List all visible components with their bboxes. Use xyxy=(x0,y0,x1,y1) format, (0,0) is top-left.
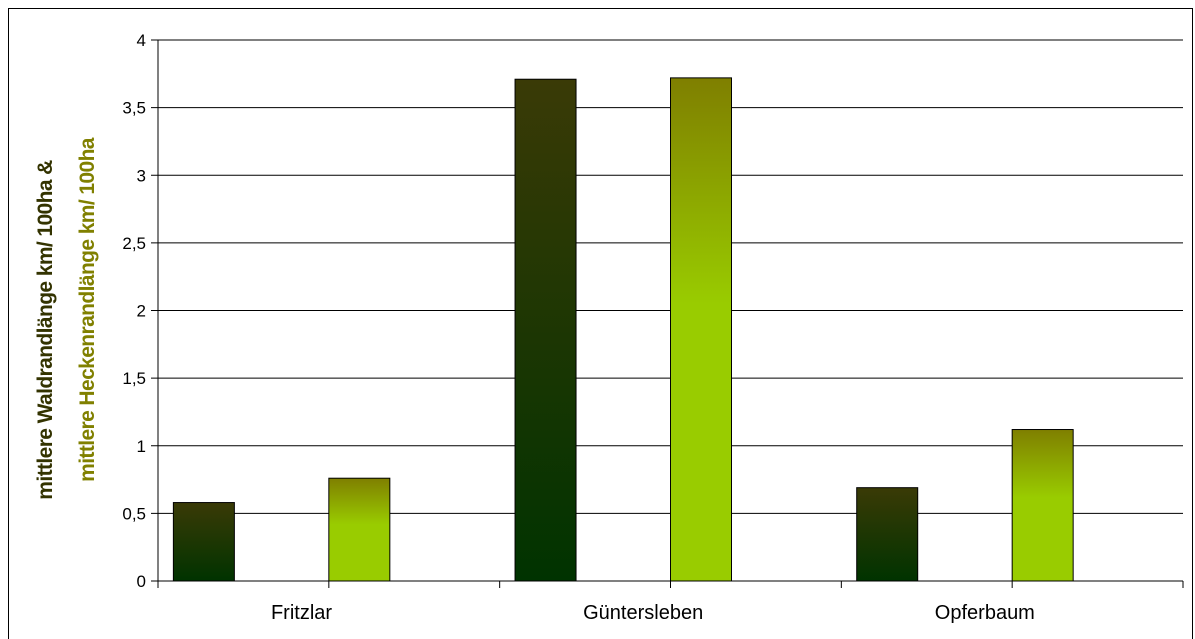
bar-waldrand-1 xyxy=(514,78,577,582)
y-tick-label: 4 xyxy=(137,31,146,50)
y-tick-label: 1,5 xyxy=(122,369,146,388)
bar-waldrand-0 xyxy=(172,502,235,582)
x-category-label: Güntersleben xyxy=(583,602,703,624)
y-tick-label: 1 xyxy=(137,437,146,456)
y-tick-label: 3 xyxy=(137,166,146,185)
y-axis-title-line1: mittlere Waldrandlänge km/ 100ha & xyxy=(34,160,57,500)
axes xyxy=(151,39,1184,588)
bar-waldrand-2 xyxy=(856,487,919,582)
bar-heckenrand-1 xyxy=(670,77,732,582)
bar-heckenrand-0 xyxy=(328,477,391,582)
y-tick-label: 0,5 xyxy=(122,504,146,523)
bar-heckenrand-2 xyxy=(1011,429,1074,582)
x-category-label: Fritzlar xyxy=(271,602,332,624)
y-tick-label: 2,5 xyxy=(122,234,146,253)
y-tick-label: 3,5 xyxy=(122,99,146,118)
y-axis-title-line2: mittlere Heckenrandlänge km/ 100ha xyxy=(76,137,99,482)
axis-labels: 0 0,5 1 1,5 2 2,5 3 3,5 4 Fritzlar Güntersleben Opf… xyxy=(122,31,1035,624)
y-tick-label: 2 xyxy=(137,302,146,321)
bars xyxy=(172,77,1074,582)
y-tick-label: 0 xyxy=(137,572,146,591)
x-category-label: Opferbaum xyxy=(935,602,1035,624)
